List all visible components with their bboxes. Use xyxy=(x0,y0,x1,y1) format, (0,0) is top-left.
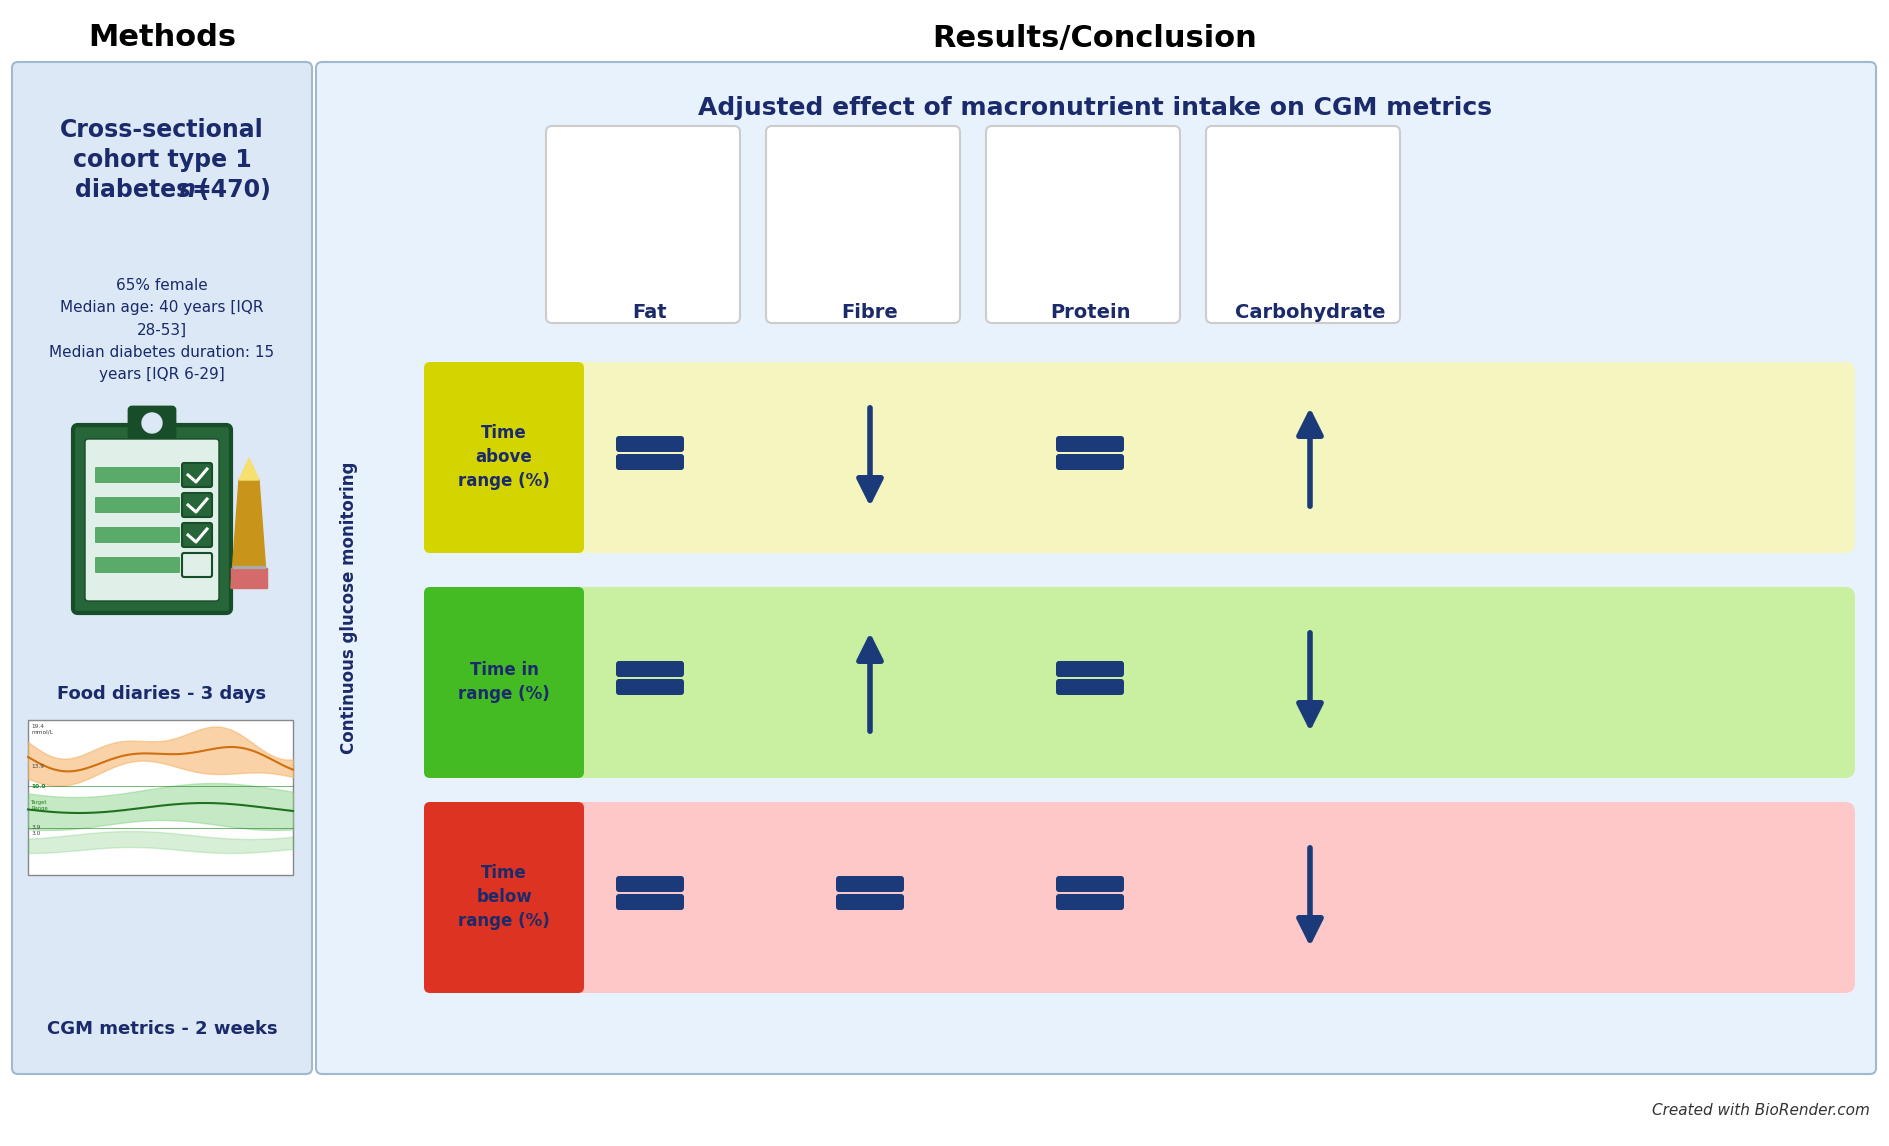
Text: 10.0: 10.0 xyxy=(30,784,45,788)
FancyBboxPatch shape xyxy=(94,468,179,482)
FancyBboxPatch shape xyxy=(546,126,740,323)
Text: Food diaries - 3 days: Food diaries - 3 days xyxy=(57,685,266,702)
Text: 65% female
Median age: 40 years [IQR
28-53]
Median diabetes duration: 15
years [: 65% female Median age: 40 years [IQR 28-… xyxy=(49,278,274,382)
Text: Created with BioRender.com: Created with BioRender.com xyxy=(1653,1102,1870,1118)
FancyBboxPatch shape xyxy=(28,720,293,876)
FancyBboxPatch shape xyxy=(555,362,1855,554)
FancyBboxPatch shape xyxy=(423,587,584,778)
FancyBboxPatch shape xyxy=(423,362,584,554)
Text: =470): =470) xyxy=(193,178,272,202)
Circle shape xyxy=(142,413,162,433)
Polygon shape xyxy=(240,458,259,480)
FancyBboxPatch shape xyxy=(11,62,312,1074)
FancyBboxPatch shape xyxy=(616,435,684,452)
Text: 19.4
mmol/L: 19.4 mmol/L xyxy=(30,724,53,735)
FancyBboxPatch shape xyxy=(616,454,684,470)
FancyBboxPatch shape xyxy=(837,876,905,892)
Text: CGM metrics - 2 weeks: CGM metrics - 2 weeks xyxy=(47,1020,278,1038)
Polygon shape xyxy=(232,566,264,568)
FancyBboxPatch shape xyxy=(837,894,905,910)
FancyBboxPatch shape xyxy=(986,126,1181,323)
FancyBboxPatch shape xyxy=(74,425,230,613)
Text: Carbohydrate: Carbohydrate xyxy=(1235,303,1385,322)
FancyBboxPatch shape xyxy=(181,463,212,487)
FancyBboxPatch shape xyxy=(1056,678,1124,694)
FancyBboxPatch shape xyxy=(94,497,179,513)
FancyBboxPatch shape xyxy=(1056,661,1124,677)
FancyBboxPatch shape xyxy=(181,523,212,547)
FancyBboxPatch shape xyxy=(181,493,212,517)
Polygon shape xyxy=(230,568,266,588)
FancyBboxPatch shape xyxy=(767,126,960,323)
Text: Results/Conclusion: Results/Conclusion xyxy=(933,24,1258,53)
FancyBboxPatch shape xyxy=(555,587,1855,778)
FancyBboxPatch shape xyxy=(1056,894,1124,910)
Text: Time
above
range (%): Time above range (%) xyxy=(459,424,550,489)
FancyBboxPatch shape xyxy=(616,678,684,694)
FancyBboxPatch shape xyxy=(85,439,219,601)
Text: Fibre: Fibre xyxy=(842,303,899,322)
FancyBboxPatch shape xyxy=(181,554,212,576)
Text: diabetes (: diabetes ( xyxy=(76,178,210,202)
FancyBboxPatch shape xyxy=(1056,454,1124,470)
Text: Methods: Methods xyxy=(89,24,236,53)
FancyBboxPatch shape xyxy=(423,802,584,992)
FancyBboxPatch shape xyxy=(555,802,1855,992)
FancyBboxPatch shape xyxy=(1205,126,1400,323)
Text: Time in
range (%): Time in range (%) xyxy=(459,661,550,702)
FancyBboxPatch shape xyxy=(1056,435,1124,452)
Text: Target
Range: Target Range xyxy=(30,800,47,811)
Polygon shape xyxy=(230,480,266,588)
Text: Continuous glucose monitoring: Continuous glucose monitoring xyxy=(340,461,359,754)
Text: 3.9
3.0: 3.9 3.0 xyxy=(30,825,40,835)
Text: Time
below
range (%): Time below range (%) xyxy=(459,864,550,929)
FancyBboxPatch shape xyxy=(94,557,179,573)
Text: Cross-sectional: Cross-sectional xyxy=(60,118,264,142)
FancyBboxPatch shape xyxy=(616,876,684,892)
FancyBboxPatch shape xyxy=(315,62,1876,1074)
Text: n: n xyxy=(178,178,195,202)
Text: Fat: Fat xyxy=(633,303,667,322)
FancyBboxPatch shape xyxy=(128,407,176,439)
FancyBboxPatch shape xyxy=(616,661,684,677)
Text: 13.9: 13.9 xyxy=(30,764,43,769)
FancyBboxPatch shape xyxy=(94,527,179,543)
Text: cohort type 1: cohort type 1 xyxy=(72,148,251,172)
Text: Adjusted effect of macronutrient intake on CGM metrics: Adjusted effect of macronutrient intake … xyxy=(699,96,1492,120)
FancyBboxPatch shape xyxy=(616,894,684,910)
FancyBboxPatch shape xyxy=(1056,876,1124,892)
Text: Protein: Protein xyxy=(1050,303,1130,322)
